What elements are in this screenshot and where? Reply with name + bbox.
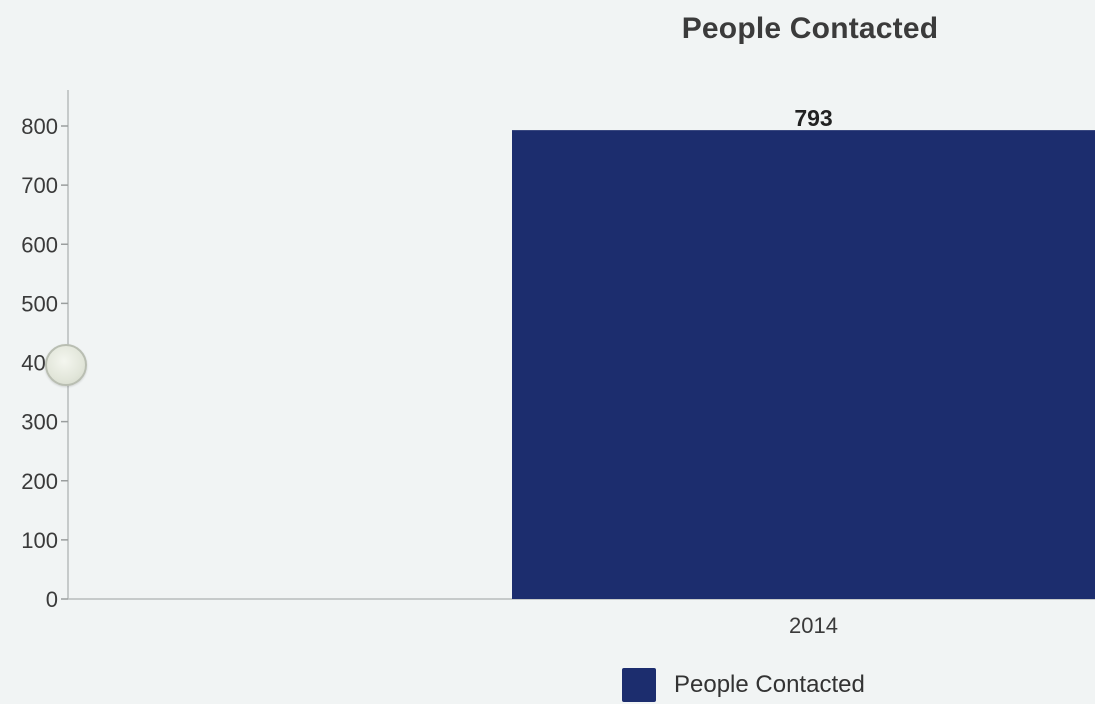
y-tick-label: 800	[21, 114, 58, 139]
chart-title: People Contacted	[681, 12, 939, 45]
y-tick-label: 500	[21, 291, 58, 316]
y-tick-label: 0	[46, 587, 58, 612]
bars: 793	[512, 105, 1095, 600]
legend-label: People Contacted	[674, 671, 865, 698]
x-tick-label: 2014	[789, 613, 838, 638]
bar[interactable]	[512, 130, 1095, 600]
y-tick-label: 200	[21, 469, 58, 494]
x-axis: 2014	[68, 598, 1095, 638]
legend: People Contacted	[622, 668, 865, 702]
y-tick-label: 700	[21, 173, 58, 198]
legend-swatch	[622, 668, 656, 702]
y-tick-label: 600	[21, 232, 58, 257]
bar-data-label: 793	[794, 105, 832, 131]
scroll-handle[interactable]	[45, 344, 87, 386]
y-tick-label: 300	[21, 410, 58, 435]
y-tick-label: 100	[21, 528, 58, 553]
